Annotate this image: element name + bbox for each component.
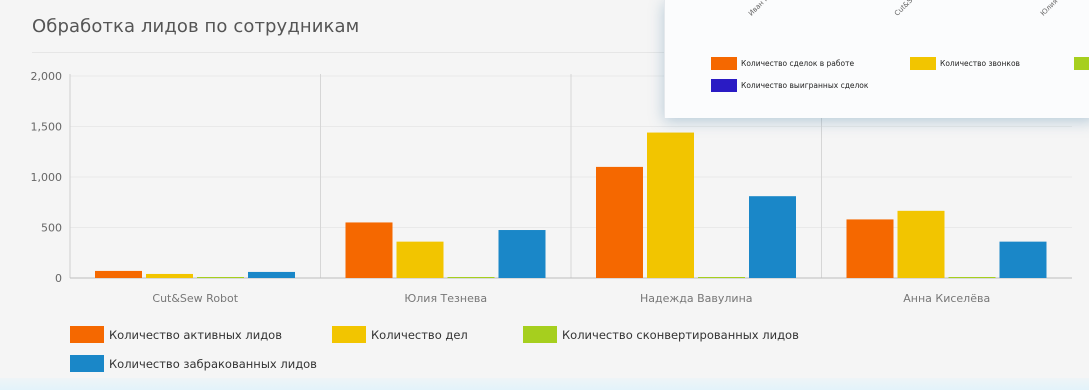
legend-label-converted-leads: Количество сконвертированных лидов — [562, 327, 799, 342]
legend-swatch-converted-leads — [523, 326, 557, 343]
bar-chart: 0 500 1,000 1,500 2,000 Cut&Sew Robot Юлия Тез… — [31, 70, 1072, 305]
overlay-legend-item[interactable]: Количество сделок в работе — [711, 57, 854, 70]
y-tick-label: 500 — [41, 222, 62, 235]
title-divider — [32, 52, 692, 53]
bar — [146, 273, 193, 278]
bar — [248, 271, 295, 278]
x-category-label: Cut&Sew Robot — [152, 292, 238, 305]
bar — [999, 241, 1047, 278]
bar — [447, 277, 495, 278]
overlay-legend-label: Количество выигранных сделок — [741, 81, 869, 90]
overlay-legend-item[interactable] — [1074, 57, 1089, 70]
y-tick-label: 0 — [55, 272, 62, 285]
x-category-label: Надежда Вавулина — [640, 292, 753, 305]
y-tick-label: 1,000 — [31, 171, 63, 184]
bar — [197, 277, 244, 278]
overlay-legend-swatch — [1074, 57, 1089, 70]
overlay-legend-item[interactable]: Количество звонков — [910, 57, 1020, 70]
legend-item-tasks[interactable]: Количество дел — [332, 326, 468, 343]
bar — [95, 270, 142, 278]
overlay-legend-label: Количество звонков — [940, 59, 1020, 68]
overlay-legend-item[interactable]: Количество выигранных сделок — [711, 79, 868, 92]
legend-item-rejected-leads[interactable]: Количество забракованных лидов — [70, 355, 317, 372]
y-tick-label: 2,000 — [31, 70, 63, 83]
bar — [749, 196, 796, 278]
x-category-label: Юлия Тезнева — [404, 292, 487, 305]
overlay-category-label: Иван П... — [747, 0, 776, 18]
bar — [846, 219, 894, 278]
legend-label-tasks: Количество дел — [371, 327, 468, 342]
bar — [596, 166, 643, 278]
bar — [698, 277, 745, 278]
bar — [897, 210, 945, 278]
bar — [498, 230, 546, 278]
legend-swatch-rejected-leads — [70, 355, 104, 372]
page-title: Обработка лидов по сотрудникам — [32, 16, 360, 37]
legend-swatch-active-leads — [70, 326, 104, 343]
legend-swatch-tasks — [332, 326, 366, 343]
bar — [647, 132, 694, 278]
overlay-category-label: Юлия Те... — [1039, 0, 1072, 18]
legend-label-active-leads: Количество активных лидов — [109, 327, 282, 342]
bar — [948, 277, 996, 278]
overlay-legend-swatch — [711, 57, 737, 70]
bar — [345, 222, 393, 278]
legend-item-converted-leads[interactable]: Количество сконвертированных лидов — [523, 326, 799, 343]
overlay-legend-swatch — [711, 79, 737, 92]
overlay-legend-label: Количество сделок в работе — [741, 59, 855, 68]
x-category-label: Анна Киселёва — [903, 292, 990, 305]
overlay-legend-swatch — [910, 57, 936, 70]
overlapping-chart-window: Иван П... Cut&Sew... Юлия Те... Количест… — [664, 0, 1089, 118]
legend-label-rejected-leads: Количество забракованных лидов — [109, 356, 317, 371]
bar — [396, 241, 444, 278]
legend-item-active-leads[interactable]: Количество активных лидов — [70, 326, 282, 343]
overlay-category-label: Cut&Sew... — [893, 0, 926, 18]
y-tick-label: 1,500 — [31, 121, 63, 134]
